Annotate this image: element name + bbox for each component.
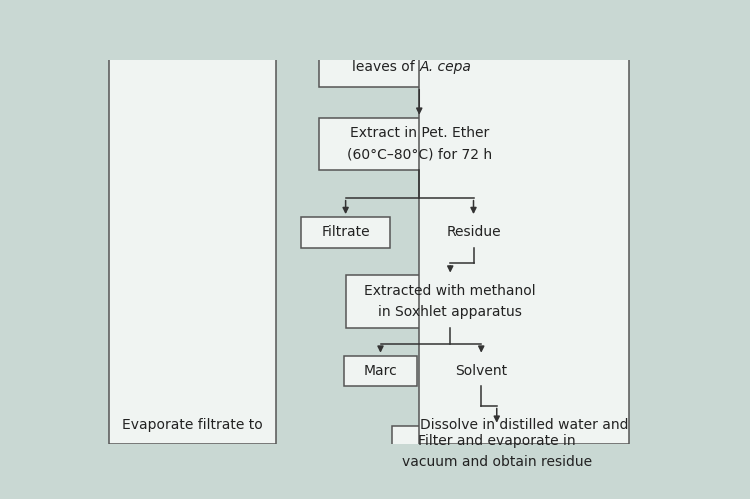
- Text: in Soxhlet apparatus: in Soxhlet apparatus: [378, 305, 522, 319]
- Text: Extracted with methanol: Extracted with methanol: [364, 284, 536, 298]
- Text: (60°C–80°C) for 72 h: (60°C–80°C) for 72 h: [346, 147, 492, 161]
- Text: Residue: Residue: [446, 226, 501, 240]
- FancyBboxPatch shape: [427, 217, 520, 248]
- FancyBboxPatch shape: [319, 47, 520, 87]
- Text: A. cepa: A. cepa: [419, 60, 471, 74]
- FancyBboxPatch shape: [392, 426, 602, 478]
- FancyBboxPatch shape: [344, 356, 417, 386]
- FancyBboxPatch shape: [301, 217, 390, 248]
- Text: Filtrate: Filtrate: [321, 226, 370, 240]
- FancyBboxPatch shape: [319, 118, 520, 170]
- Text: Marc: Marc: [364, 364, 398, 378]
- FancyBboxPatch shape: [110, 0, 276, 444]
- Text: Filter and evaporate in: Filter and evaporate in: [418, 434, 575, 448]
- FancyBboxPatch shape: [442, 356, 520, 386]
- FancyBboxPatch shape: [419, 0, 628, 444]
- Text: Solvent: Solvent: [455, 364, 507, 378]
- Text: leaves of: leaves of: [352, 60, 419, 74]
- Text: Dissolve in distilled water and: Dissolve in distilled water and: [420, 418, 628, 432]
- Text: Extract in Pet. Ether: Extract in Pet. Ether: [350, 126, 489, 140]
- Text: vacuum and obtain residue: vacuum and obtain residue: [402, 455, 592, 469]
- FancyBboxPatch shape: [346, 275, 555, 328]
- Text: Evaporate filtrate to: Evaporate filtrate to: [122, 418, 263, 432]
